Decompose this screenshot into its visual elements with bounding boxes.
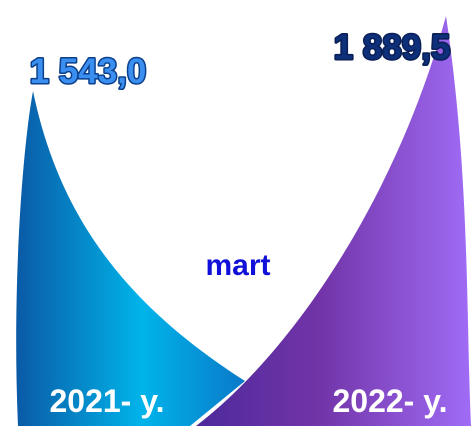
category-label-2022: 2022- y. [332,383,447,419]
chart-title: mart [205,249,270,282]
value-label-2021: 1 543,0 [30,52,147,91]
category-label-2021: 2021- y. [49,383,164,419]
bar-2021 [16,91,245,426]
bar-2022 [196,16,471,426]
value-label-2022: 1 889,5 [334,28,451,67]
